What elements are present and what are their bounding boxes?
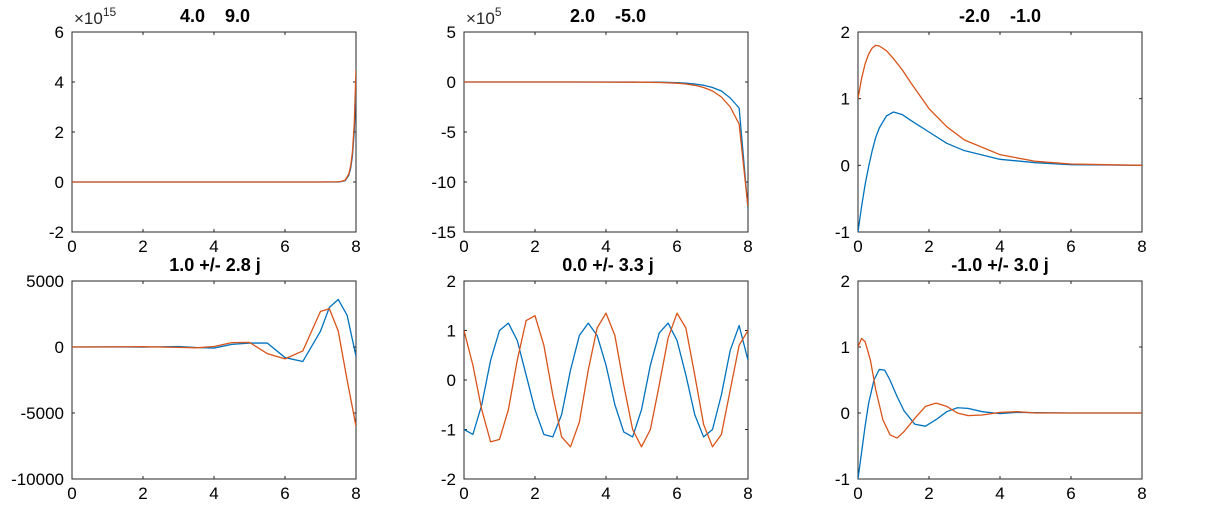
chart-5-xtick-label: 4 bbox=[601, 484, 610, 503]
chart-6-series-2 bbox=[858, 337, 1142, 439]
chart-4-series-2 bbox=[72, 308, 356, 427]
chart-4-axes-box bbox=[71, 280, 357, 480]
chart-1-ytick-label: 2 bbox=[55, 123, 64, 142]
chart-5-series-1 bbox=[464, 322, 748, 438]
chart-1-multiplier-exponent: 15 bbox=[103, 5, 117, 19]
chart-5-xtick-label: 6 bbox=[672, 484, 681, 503]
chart-1-ytick-label: 0 bbox=[55, 173, 64, 192]
chart-3-series-2 bbox=[858, 44, 1142, 166]
chart-2-xtick-label: 2 bbox=[530, 237, 539, 256]
chart-4-ytick-label: 0 bbox=[55, 338, 64, 357]
chart-3-xtick-label: 8 bbox=[1137, 237, 1146, 256]
chart-3-xtick-label: 4 bbox=[995, 237, 1004, 256]
chart-2-ytick-label: -10 bbox=[431, 173, 456, 192]
chart-4-xtick-label: 2 bbox=[138, 484, 147, 503]
chart-5-series-2 bbox=[464, 312, 748, 448]
chart-5-ytick-label: 2 bbox=[447, 272, 456, 291]
chart-2-xtick-label: 4 bbox=[601, 237, 610, 256]
chart-6-ytick-label: 0 bbox=[841, 404, 850, 423]
chart-4-title: 1.0 +/- 2.8 j bbox=[169, 255, 261, 275]
chart-2-title: 2.0 -5.0 bbox=[570, 6, 646, 26]
chart-5-axes-box bbox=[463, 280, 749, 480]
chart-3-xtick-label: 6 bbox=[1066, 237, 1075, 256]
chart-6-ytick-label: 1 bbox=[841, 338, 850, 357]
chart-5-ytick-label: -2 bbox=[441, 470, 456, 489]
chart-5: 0 2 4 6 8 -2 -1 0 1 2 0.0 +/- 3.3 j bbox=[441, 255, 753, 503]
chart-4-xtick-label: 0 bbox=[67, 484, 76, 503]
chart-2-ytick-label: -5 bbox=[441, 123, 456, 142]
chart-6-title: -1.0 +/- 3.0 j bbox=[951, 255, 1049, 275]
chart-2-axes-box bbox=[463, 31, 749, 233]
chart-4-xtick-label: 6 bbox=[280, 484, 289, 503]
chart-6-axes-box bbox=[857, 280, 1143, 480]
chart-6-xtick-label: 4 bbox=[995, 484, 1004, 503]
chart-1-ytick-label: -2 bbox=[49, 223, 64, 242]
chart-6-ytick-label: -1 bbox=[835, 470, 850, 489]
chart-4-ytick-label: -5000 bbox=[21, 404, 64, 423]
chart-1-multiplier: ×1015 bbox=[74, 5, 117, 28]
chart-3-xtick-label: 2 bbox=[924, 237, 933, 256]
chart-1-xtick-label: 0 bbox=[67, 237, 76, 256]
chart-3-series-1 bbox=[858, 111, 1142, 233]
chart-4-xtick-label: 8 bbox=[351, 484, 360, 503]
chart-2-xtick-label: 8 bbox=[743, 237, 752, 256]
chart-6-ytick-label: 2 bbox=[841, 272, 850, 291]
chart-2: 0 2 4 6 8-15-10-505×105 2.0 -5.0 bbox=[431, 5, 752, 256]
chart-1-xtick-label: 8 bbox=[351, 237, 360, 256]
chart-5-xtick-label: 0 bbox=[459, 484, 468, 503]
chart-6-xtick-label: 2 bbox=[924, 484, 933, 503]
chart-3-ytick-label: 1 bbox=[841, 90, 850, 109]
chart-2-series-2 bbox=[464, 81, 748, 208]
chart-2-ytick-label: -15 bbox=[431, 223, 456, 242]
chart-3-title: -2.0 -1.0 bbox=[959, 6, 1041, 26]
chart-2-multiplier-exponent: 5 bbox=[495, 5, 502, 19]
chart-3-ytick-label: 0 bbox=[841, 156, 850, 175]
chart-1-ytick-label: 4 bbox=[55, 73, 64, 92]
chart-3-ytick-label: -1 bbox=[835, 223, 850, 242]
chart-4-ytick-label: -10000 bbox=[11, 470, 64, 489]
chart-2-ytick-label: 0 bbox=[447, 73, 456, 92]
chart-6-xtick-label: 8 bbox=[1137, 484, 1146, 503]
chart-5-ytick-label: 1 bbox=[447, 322, 456, 341]
chart-4: 0 2 4 6 8 -10000 -5000 0 5000 1.0 +/- 2.8 j bbox=[11, 255, 361, 503]
chart-1-xtick-label: 4 bbox=[209, 237, 218, 256]
chart-5-title: 0.0 +/- 3.3 j bbox=[562, 255, 654, 275]
chart-1-series-2 bbox=[72, 69, 356, 183]
chart-3-axes-box bbox=[857, 31, 1143, 233]
chart-2-xtick-label: 6 bbox=[672, 237, 681, 256]
chart-5-ytick-label: -1 bbox=[441, 421, 456, 440]
chart-2-xtick-label: 0 bbox=[459, 237, 468, 256]
chart-5-xtick-label: 2 bbox=[530, 484, 539, 503]
chart-1-xtick-label: 2 bbox=[138, 237, 147, 256]
chart-1-xtick-label: 6 bbox=[280, 237, 289, 256]
chart-3-ytick-label: 2 bbox=[841, 23, 850, 42]
chart-5-ytick-label: 0 bbox=[447, 371, 456, 390]
chart-2-ytick-label: 5 bbox=[447, 23, 456, 42]
chart-4-xtick-label: 4 bbox=[209, 484, 218, 503]
chart-1-ytick-label: 6 bbox=[55, 23, 64, 42]
chart-3-xtick-label: 0 bbox=[853, 237, 862, 256]
chart-4-ytick-label: 5000 bbox=[26, 272, 64, 291]
chart-6-xtick-label: 6 bbox=[1066, 484, 1075, 503]
chart-6-xtick-label: 0 bbox=[853, 484, 862, 503]
chart-1-title: 4.0 9.0 bbox=[180, 6, 250, 26]
chart-5-xtick-label: 8 bbox=[743, 484, 752, 503]
chart-1-axes-box bbox=[71, 31, 357, 233]
chart-2-multiplier: ×105 bbox=[466, 5, 502, 28]
